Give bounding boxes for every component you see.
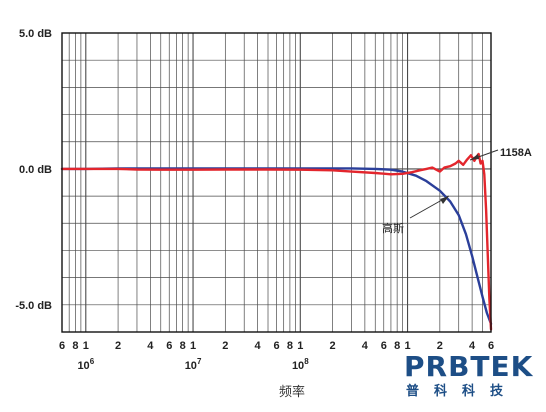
x-tick-label: 6 — [166, 340, 172, 352]
x-tick-label: 1 — [297, 340, 303, 352]
x-tick-label: 2 — [437, 340, 443, 352]
brand-logo-wordmark: PRBTEK — [404, 350, 534, 383]
annotation-gaussian: 高斯 — [382, 195, 450, 235]
y-tick-label: 0.0 dB — [19, 164, 52, 176]
x-tick-label: 6 — [488, 340, 494, 352]
y-tick-label: -5.0 dB — [15, 300, 52, 312]
x-tick-label: 6 — [381, 340, 387, 352]
x-tick-label: 2 — [222, 340, 228, 352]
x-tick-label: 1 — [190, 340, 196, 352]
x-tick-label: 1 — [404, 340, 410, 352]
annotation-1158a-arrowhead — [470, 154, 479, 160]
x-decade-label: 106 — [77, 357, 94, 372]
x-tick-label: 8 — [287, 340, 293, 352]
annotation-gaussian-label: 高斯 — [382, 221, 404, 235]
tick-labels: 5.0 dB0.0 dB-5.0 dB6 8 1 2 4 6 8 1 2 4 6 8 1 2 4 6 8 1 2 4 6… — [15, 28, 494, 372]
x-tick-label: 8 — [72, 340, 78, 352]
x-axis-label: 频率 — [279, 384, 305, 400]
x-tick-label: 4 — [469, 340, 476, 352]
annotation-1158a-label: 1158A — [500, 147, 532, 159]
x-tick-label: 4 — [362, 340, 369, 352]
x-tick-label: 4 — [147, 340, 154, 352]
y-tick-label: 5.0 dB — [19, 28, 52, 40]
x-tick-label: 8 — [180, 340, 186, 352]
x-tick-label: 2 — [115, 340, 121, 352]
annotation-gaussian-arrowhead — [440, 196, 449, 204]
x-decade-label: 107 — [185, 357, 202, 372]
x-tick-label: 1 — [83, 340, 89, 352]
x-tick-label: 6 — [273, 340, 279, 352]
x-tick-label: 8 — [394, 340, 400, 352]
annotation-1158a: 1158A — [469, 147, 532, 161]
x-tick-label: 2 — [330, 340, 336, 352]
plot-frame — [61, 32, 492, 333]
x-tick-label: 6 — [59, 340, 65, 352]
brand-logo-subtitle: 普科科技 — [406, 384, 519, 399]
series-layer — [60, 152, 493, 331]
brand-logo: PRBTEK 普科科技 — [404, 352, 540, 408]
series-line-1158a — [60, 152, 493, 331]
x-decade-label: 108 — [292, 357, 309, 372]
x-tick-label: 4 — [255, 340, 262, 352]
